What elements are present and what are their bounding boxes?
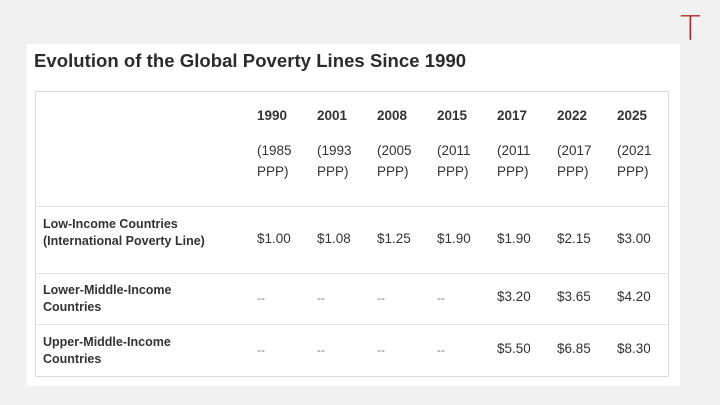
table-cell: -- xyxy=(317,343,325,357)
table-cell: -- xyxy=(377,343,385,357)
col-header-ppp: (2005 PPP) xyxy=(377,140,412,182)
row-label-line: Lower-Middle-Income xyxy=(43,283,172,297)
col-header-ppp: (2011 PPP) xyxy=(437,140,471,182)
table-card: Evolution of the Global Poverty Lines Si… xyxy=(27,44,680,386)
table-cell: -- xyxy=(437,343,445,357)
ppp-line: PPP) xyxy=(617,164,649,179)
table-cell: $3.00 xyxy=(617,231,651,246)
col-header-year: 2017 xyxy=(497,108,528,123)
table-cell: $2.15 xyxy=(557,231,591,246)
table-cell: $3.65 xyxy=(557,289,591,304)
row-label-line: Low-Income Countries xyxy=(43,217,178,231)
ppp-line: PPP) xyxy=(377,164,409,179)
col-header-ppp: (1985 PPP) xyxy=(257,140,292,182)
table-title: Evolution of the Global Poverty Lines Si… xyxy=(34,50,467,71)
table-cell: -- xyxy=(377,291,385,305)
poverty-lines-table: 1990 2001 2008 2015 2017 2022 2025 (1985… xyxy=(35,91,669,377)
table-cell: $1.90 xyxy=(497,231,531,246)
row-divider xyxy=(36,206,668,207)
col-header-year: 2001 xyxy=(317,108,348,123)
table-cell: $1.08 xyxy=(317,231,351,246)
row-label: Lower-Middle-Income Countries xyxy=(43,282,171,316)
col-header-ppp: (2011 PPP) xyxy=(497,140,531,182)
row-label-line: Countries xyxy=(43,300,102,314)
table-cell: -- xyxy=(257,343,265,357)
row-divider xyxy=(36,273,668,274)
ppp-line: (2005 xyxy=(377,143,412,158)
ppp-line: PPP) xyxy=(437,164,469,179)
table-cell: -- xyxy=(437,291,445,305)
table-cell: $3.20 xyxy=(497,289,531,304)
row-divider xyxy=(36,324,668,325)
row-label: Low-Income Countries (International Pove… xyxy=(43,216,205,250)
col-header-ppp: (2021 PPP) xyxy=(617,140,652,182)
row-label-line: Upper-Middle-Income xyxy=(43,335,171,349)
row-label: Upper-Middle-Income Countries xyxy=(43,334,171,368)
table-cell: $1.25 xyxy=(377,231,411,246)
table-cell: $1.90 xyxy=(437,231,471,246)
col-header-year: 2022 xyxy=(557,108,588,123)
row-label-line: Countries xyxy=(43,352,102,366)
col-header-ppp: (1993 PPP) xyxy=(317,140,352,182)
col-header-year: 1990 xyxy=(257,108,288,123)
ppp-line: (2017 xyxy=(557,143,592,158)
col-header-ppp: (2017 PPP) xyxy=(557,140,592,182)
ppp-line: (1993 xyxy=(317,143,352,158)
table-cell: $1.00 xyxy=(257,231,291,246)
table-cell: $5.50 xyxy=(497,341,531,356)
ppp-line: PPP) xyxy=(497,164,529,179)
ppp-line: (2011 xyxy=(437,143,471,158)
ppp-line: (2011 xyxy=(497,143,531,158)
table-cell: $8.30 xyxy=(617,341,651,356)
col-header-year: 2025 xyxy=(617,108,648,123)
table-cell: $6.85 xyxy=(557,341,591,356)
table-cell: $4.20 xyxy=(617,289,651,304)
ppp-line: (2021 xyxy=(617,143,652,158)
table-cell: -- xyxy=(317,291,325,305)
brand-logo-icon: T xyxy=(680,9,701,49)
ppp-line: PPP) xyxy=(317,164,349,179)
table-cell: -- xyxy=(257,291,265,305)
col-header-year: 2015 xyxy=(437,108,468,123)
ppp-line: (1985 xyxy=(257,143,292,158)
col-header-year: 2008 xyxy=(377,108,408,123)
ppp-line: PPP) xyxy=(557,164,589,179)
ppp-line: PPP) xyxy=(257,164,289,179)
row-label-line: (International Poverty Line) xyxy=(43,234,205,248)
